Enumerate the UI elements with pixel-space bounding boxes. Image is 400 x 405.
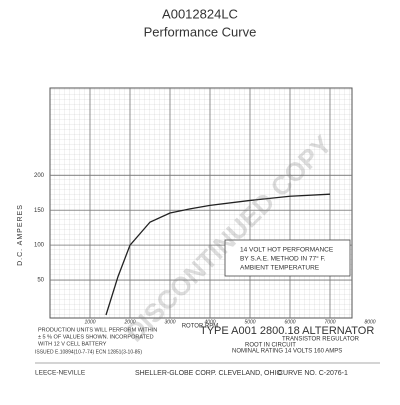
x-tick-label: 8000 [364,319,375,325]
annotation-text: AMBIENT TEMPERATURE [240,265,320,272]
x-tick-label: 4000 [204,319,215,325]
footer-text: NOMINAL RATING 14 VOLTS 160 AMPS [232,349,342,355]
chart-subtitle: Performance Curve [144,24,257,39]
x-tick-label: 1000 [84,319,95,325]
footer-text: PRODUCTION UNITS WILL PERFORM WITHIN [38,327,157,333]
footer-text: ROOT IN CIRCUIT [245,343,296,349]
annotation-box [224,239,351,277]
y-tick-label: 200 [34,173,45,179]
plot-frame [49,87,353,319]
x-tick-label: 5000 [244,319,255,325]
x-tick-label: 6000 [284,319,295,325]
footer-text: ± 5 % OF VALUES SHOWN. INCORPORATED [38,334,154,340]
x-tick-label: 7000 [324,319,335,325]
chart-title: A0012824LC [162,6,238,21]
y-tick-label: 150 [34,208,45,214]
footer-text: SHELLER-GLOBE CORP. CLEVELAND, OHIO [135,370,282,377]
x-tick-label: 3000 [164,319,175,325]
y-tick-label: 100 [34,243,45,249]
y-tick-label: 50 [37,278,44,284]
footer-text: ISSUED E.10894(10-7-74) ECN 12851(3-10-8… [35,349,142,355]
footer-text: CURVE NO. C-2076-1 [278,370,348,377]
x-axis-label: ROTOR RPM [182,324,219,330]
annotation-text: BY S.A.E. METHOD IN 77° F. [240,255,326,263]
footer-text: TYPE A001 2800.18 ALTERNATOR [200,325,374,337]
y-axis-label: D.C. AMPERES [17,204,24,266]
annotation-text: 14 VOLT HOT PERFORMANCE [240,247,334,254]
footer-text: WITH 12 V CELL BATTERY [38,341,107,347]
footer-text: LEECE-NEVILLE [35,370,86,377]
series-line [105,193,331,316]
x-tick-label: 2000 [123,319,135,325]
footer-text: TRANSISTOR REGULATOR [282,337,360,343]
